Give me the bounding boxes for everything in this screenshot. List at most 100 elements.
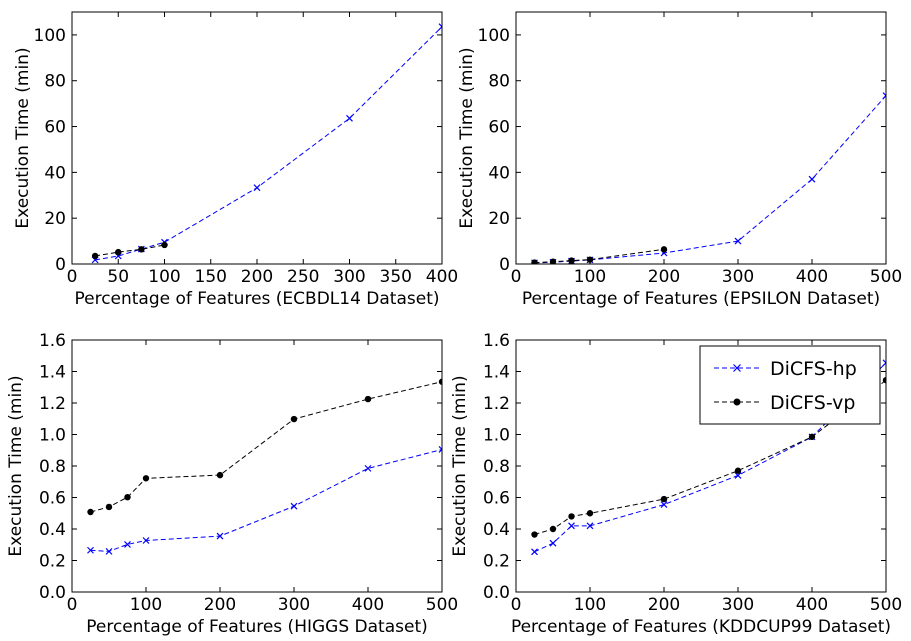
x-tick-label: 300 [333, 267, 365, 287]
data-point [660, 246, 668, 253]
data-point [216, 471, 224, 479]
x-axis-label: Percentage of Features (EPSILON Dataset) [522, 289, 880, 309]
x-tick-label: 0 [67, 267, 78, 287]
data-point [346, 114, 353, 122]
legend-marker [733, 364, 741, 372]
y-axis-label: Execution Time (min) [450, 375, 470, 556]
y-tick-label: 60 [44, 118, 66, 138]
panel-3: 0 100 200 300 400 500 0.0 0.2 0.4 0.6 0.8 1.0 1.2 1.4… [6, 331, 458, 637]
legend-marker [733, 398, 741, 406]
y-tick-label: 1.0 [39, 426, 66, 446]
data-point [586, 522, 594, 530]
data-point [549, 525, 557, 533]
data-point [142, 537, 150, 544]
series-line [90, 381, 442, 513]
x-tick-label: 50 [107, 267, 129, 287]
data-point [882, 92, 886, 100]
x-tick-label: 400 [352, 595, 384, 615]
y-tick-label: 1.4 [39, 363, 66, 383]
series-dicfs-vp [91, 241, 168, 260]
series-dicfs-vp [87, 378, 442, 516]
x-tick-label: 250 [287, 267, 319, 287]
y-tick-label: 1.2 [483, 394, 510, 414]
panel-4: 0 100 200 300 400 500 0.0 0.2 0.4 0.6 0.8 1.0 1.2 1.4… [450, 331, 902, 637]
y-tick-label: 0.8 [483, 457, 510, 477]
data-point [438, 378, 442, 385]
data-point [142, 475, 150, 482]
series-dicfs-hp [531, 359, 886, 556]
y-tick-label: 0.6 [483, 489, 510, 509]
x-tick-label: 200 [241, 267, 273, 287]
x-tick-label: 0 [67, 595, 78, 615]
data-point [568, 257, 575, 264]
x-tick-label: 200 [204, 595, 236, 615]
legend-box [699, 345, 881, 425]
x-axis-label: Percentage of Features (HIGGS Dataset) [86, 617, 428, 637]
series-dicfs-vp [531, 376, 886, 538]
data-point [882, 359, 886, 367]
y-tick-label: 1.6 [483, 331, 510, 351]
y-tick-label: 20 [488, 209, 510, 229]
axes-frame [515, 11, 887, 265]
y-tick-label: 0 [499, 255, 510, 275]
y-tick-label: 100 [34, 26, 66, 46]
y-tick-label: 1.0 [483, 426, 510, 446]
data-point [734, 472, 742, 479]
x-axis-label: Percentage of Features (KDDCUP99 Dataset… [511, 617, 891, 637]
data-point [87, 546, 94, 554]
data-point [568, 522, 575, 530]
y-tick-label: 0.4 [483, 520, 510, 540]
y-axis-label: Execution Time (min) [13, 47, 33, 228]
data-point [586, 510, 594, 517]
data-point [438, 446, 442, 453]
x-tick-label: 400 [426, 267, 458, 287]
y-tick-label: 0.8 [39, 457, 66, 477]
series-line [90, 449, 442, 552]
data-point [253, 184, 261, 192]
x-tick-label: 0 [511, 267, 522, 287]
x-tick-label: 500 [870, 267, 902, 287]
series-line [534, 379, 886, 535]
y-tick-label: 0.0 [483, 583, 510, 603]
y-tick-label: 60 [488, 118, 510, 138]
x-tick-label: 400 [796, 267, 828, 287]
data-point [115, 248, 122, 256]
series-line [534, 248, 665, 264]
y-tick-label: 40 [488, 163, 510, 183]
y-tick-label: 100 [478, 26, 510, 46]
y-tick-label: 80 [488, 72, 510, 92]
series-line [95, 26, 442, 261]
data-point [660, 495, 668, 503]
x-tick-label: 500 [870, 595, 902, 615]
data-point [124, 541, 131, 548]
data-point [568, 513, 575, 520]
data-point [808, 433, 816, 441]
x-tick-label: 100 [148, 267, 180, 287]
data-point [734, 467, 742, 474]
x-tick-label: 200 [648, 267, 680, 287]
y-tick-label: 0.0 [39, 583, 66, 603]
data-point [216, 532, 224, 540]
data-point [124, 493, 131, 501]
data-point [531, 548, 538, 556]
data-point [364, 464, 372, 472]
x-tick-label: 300 [278, 595, 310, 615]
y-tick-label: 0 [55, 255, 66, 275]
x-tick-label: 500 [426, 595, 458, 615]
data-point [531, 259, 538, 264]
y-tick-label: 0.2 [39, 552, 66, 572]
x-tick-label: 300 [722, 267, 754, 287]
data-point [808, 175, 816, 183]
y-tick-label: 80 [44, 72, 66, 92]
data-point [549, 258, 557, 264]
y-tick-label: 20 [44, 209, 66, 229]
y-tick-label: 0.4 [39, 520, 66, 540]
x-axis-label: Percentage of Features (ECBDL14 Dataset) [74, 289, 439, 309]
y-tick-label: 0.2 [483, 552, 510, 572]
data-point [161, 241, 168, 249]
axes-frame [71, 339, 443, 593]
y-axis-label: Execution Time (min) [457, 47, 477, 228]
x-tick-label: 100 [574, 267, 606, 287]
legend-label: DiCFS-hp [770, 358, 857, 380]
